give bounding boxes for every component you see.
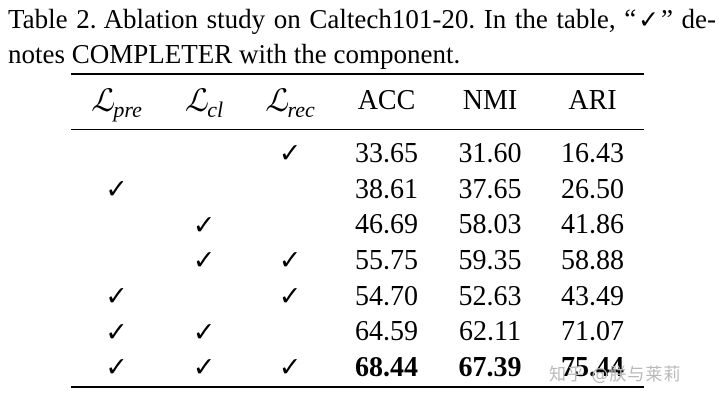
nmi-cell: 31.60 <box>458 137 522 169</box>
ari-cell: 58.88 <box>561 244 624 276</box>
ari-cell: 41.86 <box>561 209 624 241</box>
loss-subscript: rec <box>287 97 315 122</box>
check-rec-cell: ✓ <box>278 245 302 277</box>
nmi-cell: 67.39 <box>458 351 522 383</box>
table-header: ℒpre ℒcl ℒrec ACC NMI ARI <box>71 74 644 130</box>
acc-cell: 46.69 <box>355 209 418 241</box>
check-rec-cell <box>246 172 334 208</box>
table-row: ✓ 33.65 31.60 16.43 <box>71 130 644 172</box>
caption-line-1: Table 2. Ablation study on Caltech101-20… <box>8 2 716 37</box>
caption-text-end: ” de- <box>660 4 717 34</box>
check-rec-cell <box>246 314 334 350</box>
loss-symbol: ℒ <box>184 83 208 119</box>
check-rec-cell <box>246 207 334 243</box>
loss-symbol: ℒ <box>91 83 114 119</box>
check-pre-cell: ✓ <box>105 281 128 313</box>
header-l-rec: ℒrec <box>246 74 334 130</box>
nmi-cell: 58.03 <box>458 209 522 241</box>
acc-cell: 54.70 <box>355 280 418 312</box>
ablation-table-container: ℒpre ℒcl ℒrec ACC NMI ARI ✓ 33.65 31.60 … <box>71 73 644 388</box>
check-cl-cell: ✓ <box>192 316 216 348</box>
table-row: ✓ ✓ 55.75 59.35 58.88 <box>71 243 644 279</box>
check-pre-cell <box>71 130 162 172</box>
ari-cell: 16.43 <box>561 137 624 169</box>
header-l-cl: ℒcl <box>162 74 246 130</box>
check-rec-cell: ✓ <box>278 281 302 313</box>
table-body: ✓ 33.65 31.60 16.43 ✓ 38.61 37.65 26.50 … <box>71 130 644 387</box>
ablation-table: ℒpre ℒcl ℒrec ACC NMI ARI ✓ 33.65 31.60 … <box>71 73 644 388</box>
acc-cell: 33.65 <box>355 137 418 169</box>
check-cl-cell <box>162 172 246 208</box>
table-row: ✓ ✓ 54.70 52.63 43.49 <box>71 279 644 315</box>
ari-cell: 26.50 <box>561 173 624 205</box>
table-caption: Table 2. Ablation study on Caltech101-20… <box>8 2 716 71</box>
ari-cell: 71.07 <box>561 316 624 348</box>
table-row: ✓ ✓ 64.59 62.11 71.07 <box>71 314 644 350</box>
acc-cell: 55.75 <box>355 244 418 276</box>
check-cl-cell: ✓ <box>192 245 216 277</box>
check-pre-cell <box>71 207 162 243</box>
header-ari: ARI <box>568 85 617 116</box>
check-cl-cell <box>162 130 246 172</box>
table-row: ✓ 38.61 37.65 26.50 <box>71 172 644 208</box>
check-pre-cell: ✓ <box>105 174 128 206</box>
check-pre-cell <box>71 243 162 279</box>
nmi-cell: 52.63 <box>458 280 522 312</box>
check-pre-cell: ✓ <box>105 352 128 384</box>
loss-subscript: pre <box>113 97 142 122</box>
ari-cell: 43.49 <box>561 280 624 312</box>
header-nmi: NMI <box>462 85 518 116</box>
nmi-cell: 37.65 <box>458 173 522 205</box>
check-rec-cell: ✓ <box>278 352 302 384</box>
table-row-best: ✓ ✓ ✓ 68.44 67.39 75.44 <box>71 350 644 387</box>
acc-cell: 64.59 <box>355 316 418 348</box>
loss-subscript: cl <box>207 97 224 122</box>
check-cl-cell: ✓ <box>192 352 216 384</box>
check-rec-cell: ✓ <box>278 138 302 170</box>
header-row: ℒpre ℒcl ℒrec ACC NMI ARI <box>71 74 644 130</box>
ari-cell: 75.44 <box>561 351 624 383</box>
caption-line-2: notes COMPLETER with the component. <box>8 39 461 69</box>
header-l-pre: ℒpre <box>71 74 162 130</box>
check-cl-cell <box>162 279 246 315</box>
zhihu-watermark: 知乎 @朕与莱莉 <box>549 365 682 385</box>
nmi-cell: 59.35 <box>458 244 522 276</box>
check-cl-cell: ✓ <box>192 209 216 241</box>
header-acc: ACC <box>357 85 416 116</box>
acc-cell: 38.61 <box>355 173 418 205</box>
acc-cell: 68.44 <box>355 351 418 383</box>
table-row: ✓ 46.69 58.03 41.86 <box>71 207 644 243</box>
caption-check-icon: ✓ <box>636 5 661 34</box>
caption-text-start: Table 2. Ablation study on Caltech101-20… <box>8 4 637 34</box>
nmi-cell: 62.11 <box>459 316 521 348</box>
check-pre-cell: ✓ <box>105 316 128 348</box>
loss-symbol: ℒ <box>265 83 288 119</box>
